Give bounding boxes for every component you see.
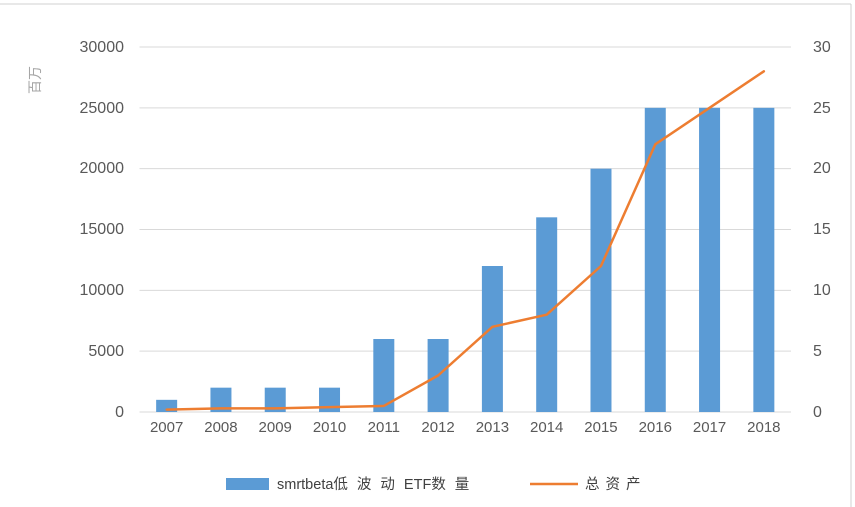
svg-text:5: 5 [813, 343, 822, 360]
svg-text:2012: 2012 [421, 419, 454, 436]
svg-text:2009: 2009 [259, 419, 292, 436]
svg-text:2014: 2014 [530, 419, 563, 436]
svg-text:smrtbeta低波动ETF数量: smrtbeta低波动ETF数量 [277, 476, 478, 493]
svg-text:5000: 5000 [88, 343, 124, 360]
svg-text:2017: 2017 [693, 419, 726, 436]
svg-text:15: 15 [813, 221, 831, 238]
svg-text:20: 20 [813, 160, 831, 177]
svg-text:15000: 15000 [80, 221, 125, 238]
svg-text:0: 0 [115, 404, 124, 421]
svg-text:2010: 2010 [313, 419, 346, 436]
svg-text:2016: 2016 [639, 419, 672, 436]
svg-text:2011: 2011 [368, 419, 400, 436]
svg-text:30000: 30000 [80, 39, 125, 56]
svg-text:10000: 10000 [80, 282, 125, 299]
svg-text:2013: 2013 [476, 419, 509, 436]
svg-text:2015: 2015 [584, 419, 617, 436]
svg-text:百万: 百万 [27, 66, 43, 94]
svg-text:2007: 2007 [150, 419, 183, 436]
svg-text:总资产: 总资产 [585, 476, 647, 493]
svg-text:10: 10 [813, 282, 831, 299]
svg-text:25: 25 [813, 100, 831, 117]
svg-text:2008: 2008 [204, 419, 237, 436]
svg-text:25000: 25000 [80, 100, 125, 117]
svg-text:30: 30 [813, 39, 831, 56]
svg-text:20000: 20000 [80, 160, 125, 177]
svg-text:0: 0 [813, 404, 822, 421]
svg-text:2018: 2018 [747, 419, 780, 436]
